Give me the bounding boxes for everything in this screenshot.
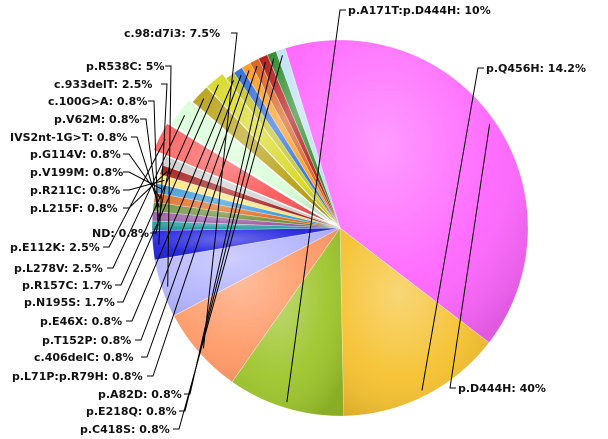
slice-label: p.V199M: 0.8% — [30, 166, 123, 179]
pie-slices — [151, 39, 529, 417]
leader-line — [158, 83, 168, 245]
leader-line — [179, 58, 275, 412]
pie-slice-shading — [173, 228, 340, 382]
leader-line — [135, 75, 242, 341]
leader-line — [150, 162, 171, 234]
slice-label: p.R157C: 1.7% — [22, 279, 112, 292]
slice-label: p.E218Q: 0.8% — [86, 405, 177, 418]
pie-slice-shading — [171, 100, 332, 223]
slice-label: p.G114V: 0.8% — [30, 148, 121, 161]
leader-line — [123, 153, 161, 199]
leader-line — [126, 80, 235, 322]
leader-line — [115, 98, 205, 286]
slice-label: p.R211C: 0.8% — [30, 184, 120, 197]
slice-label: IVS2nt-1G>T: 0.8% — [10, 131, 127, 144]
leader-line — [148, 100, 159, 226]
leader-line — [449, 124, 491, 389]
leader-lines — [103, 9, 491, 430]
leader-line — [103, 139, 166, 248]
leader-line — [202, 32, 238, 349]
slice-label: c.98:d7i3: 7.5% — [124, 27, 220, 40]
pie-slice-shading — [226, 72, 340, 229]
pie-slice-shading — [152, 228, 340, 260]
slice-label: p.V62M: 0.8% — [54, 113, 140, 126]
leader-line — [421, 67, 484, 391]
slice-label: c.406delC: 0.8% — [34, 351, 134, 364]
pie-slice-shading — [258, 54, 340, 228]
slice-label: c.933delT: 2.5% — [54, 78, 152, 91]
pie-slice-shading — [285, 40, 528, 343]
pie-slice-shading — [162, 156, 340, 228]
leader-line — [147, 65, 258, 377]
pie-slice-shading — [152, 220, 340, 231]
slice-label: p.T152P: 0.8% — [42, 334, 131, 347]
slice-label: p.A82D: 0.8% — [98, 388, 182, 401]
leader-line — [107, 115, 186, 269]
slice-label: p.Q456H: 14.2% — [486, 62, 586, 75]
slice-label: p.R538C: 5% — [86, 60, 164, 73]
slice-label: p.A171T:p.D444H: 10% — [348, 4, 491, 17]
slice-label: ND: 0.8% — [92, 227, 149, 240]
leader-line — [184, 61, 266, 395]
pie-slice-shading — [267, 51, 340, 228]
slice-label: p.N195S: 1.7% — [24, 296, 115, 309]
leader-line — [165, 65, 172, 287]
leader-line — [286, 9, 346, 403]
pie-slice-shading — [232, 228, 344, 416]
pie-slice-shading — [154, 228, 340, 316]
slice-label: p.D444H: 40% — [458, 382, 546, 395]
leader-line — [141, 70, 250, 358]
pie-slice-shading — [192, 87, 336, 224]
slice-label: c.100G>A: 0.8% — [48, 95, 147, 108]
slice-label: p.E112K: 2.5% — [10, 241, 100, 254]
pie-slice-shading — [206, 73, 337, 224]
pie-slice-shading — [250, 58, 340, 228]
leader-line — [117, 84, 219, 303]
slice-label: p.L278V: 2.5% — [14, 262, 103, 275]
slice-labels: p.D444H: 40% p.Q456H: 14.2% p.A171T:p.D444… — [10, 4, 586, 436]
pie-slice-shading — [233, 67, 340, 228]
pie-slice-shading — [241, 62, 340, 228]
slice-label: p.E46X: 0.8% — [40, 315, 122, 328]
leader-line — [173, 55, 283, 430]
pie-slice-shading — [340, 228, 489, 416]
slice-label: p.L71P:p.R79H: 0.8% — [12, 370, 143, 383]
slice-label: p.L215F: 0.8% — [30, 202, 118, 215]
pie-slice-shading — [276, 48, 340, 228]
slice-label: p.C418S: 0.8% — [80, 423, 170, 436]
